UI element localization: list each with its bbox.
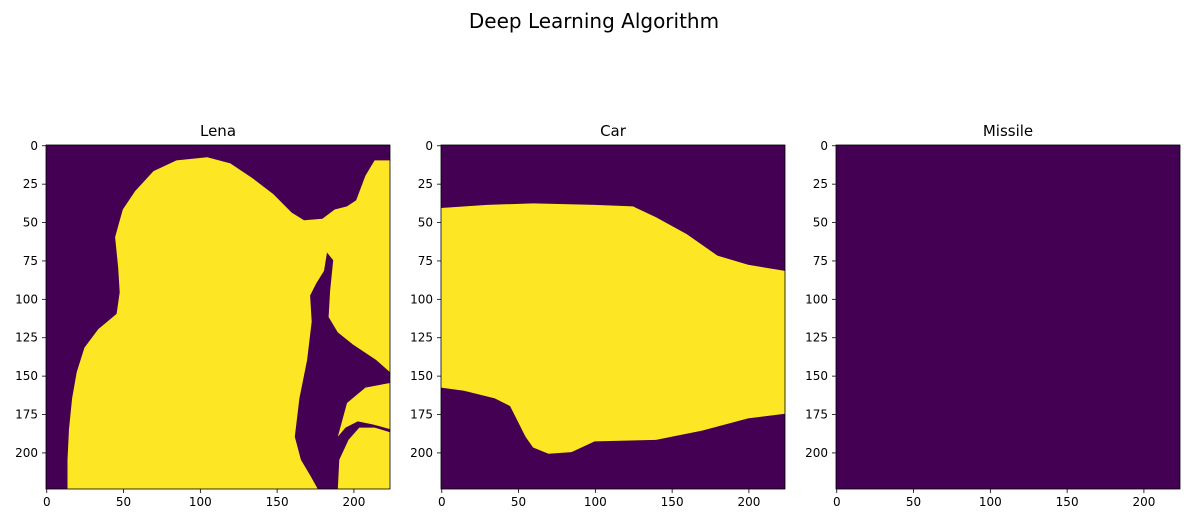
ytick-label: 75 (813, 254, 828, 268)
ytick-label: 50 (813, 216, 828, 230)
ytick-label: 125 (805, 331, 828, 345)
xtick-label: 150 (1056, 495, 1079, 509)
xtick-label: 50 (116, 495, 131, 509)
ytick-label: 25 (23, 177, 38, 191)
ytick-label: 125 (410, 331, 433, 345)
panel-missile: Missile 0 50 100 150 200 0 25 50 75 100 125 150 175 20… (805, 122, 1181, 509)
xtick-label: 100 (189, 495, 212, 509)
axes-frame-missile (835, 144, 1181, 490)
ytick-label: 175 (15, 408, 38, 422)
figure-title: Deep Learning Algorithm (469, 9, 719, 33)
xtick-label: 0 (43, 495, 51, 509)
xtick-label: 150 (661, 495, 684, 509)
panel-lena: Lena 0 50 100 150 200 0 25 50 75 100 125 150 175 200 (15, 122, 391, 509)
ytick-label: 50 (23, 216, 38, 230)
panel-title-lena: Lena (200, 122, 236, 140)
xtick-label: 0 (438, 495, 446, 509)
xtick-label: 50 (906, 495, 921, 509)
ytick-label: 0 (820, 139, 828, 153)
ytick-label: 0 (30, 139, 38, 153)
ytick-label: 200 (15, 446, 38, 460)
ytick-label: 100 (805, 292, 828, 306)
ytick-label: 50 (418, 216, 433, 230)
ytick-label: 150 (15, 369, 38, 383)
axes-frame-car (440, 144, 786, 490)
ytick-label: 100 (410, 292, 433, 306)
xtick-label: 100 (584, 495, 607, 509)
ytick-label: 150 (410, 369, 433, 383)
panel-car: Car 0 50 100 150 200 0 25 50 75 100 125 150 175 200 (410, 122, 786, 509)
ytick-label: 75 (418, 254, 433, 268)
axes-frame-lena (45, 144, 391, 490)
image-background-missile (836, 145, 1180, 489)
xtick-label: 100 (979, 495, 1002, 509)
xtick-label: 50 (511, 495, 526, 509)
ytick-label: 200 (410, 446, 433, 460)
ytick-label: 25 (813, 177, 828, 191)
xtick-label: 200 (1132, 495, 1155, 509)
ytick-label: 75 (23, 254, 38, 268)
ytick-label: 0 (425, 139, 433, 153)
ytick-label: 150 (805, 369, 828, 383)
xtick-label: 150 (266, 495, 289, 509)
panel-title-car: Car (600, 122, 627, 140)
xtick-label: 200 (737, 495, 760, 509)
mask-region-lena-0 (67, 157, 390, 489)
ytick-label: 25 (418, 177, 433, 191)
mask-region-lena-1 (337, 427, 390, 489)
ytick-label: 125 (15, 331, 38, 345)
ytick-label: 100 (15, 292, 38, 306)
ytick-label: 200 (805, 446, 828, 460)
ytick-label: 175 (410, 408, 433, 422)
mask-region-car-0 (441, 203, 785, 454)
xtick-label: 200 (342, 495, 365, 509)
xtick-label: 0 (833, 495, 841, 509)
mask-region-lena-2 (337, 383, 390, 437)
ytick-label: 175 (805, 408, 828, 422)
panel-title-missile: Missile (983, 122, 1033, 140)
